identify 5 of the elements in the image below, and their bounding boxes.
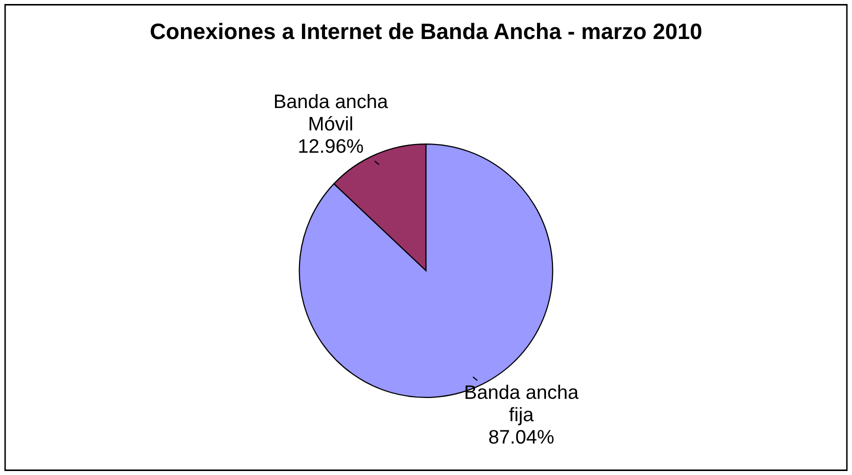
slice-label: Banda ancha Móvil xyxy=(274,94,388,131)
data-label: 87.04% xyxy=(489,430,554,444)
slice-label: Banda ancha fija xyxy=(466,384,579,426)
chart-title: Conexiones a Internet de Banda Ancha - marzo 2010 xyxy=(150,22,702,40)
data-label: 12.96% xyxy=(299,139,363,153)
